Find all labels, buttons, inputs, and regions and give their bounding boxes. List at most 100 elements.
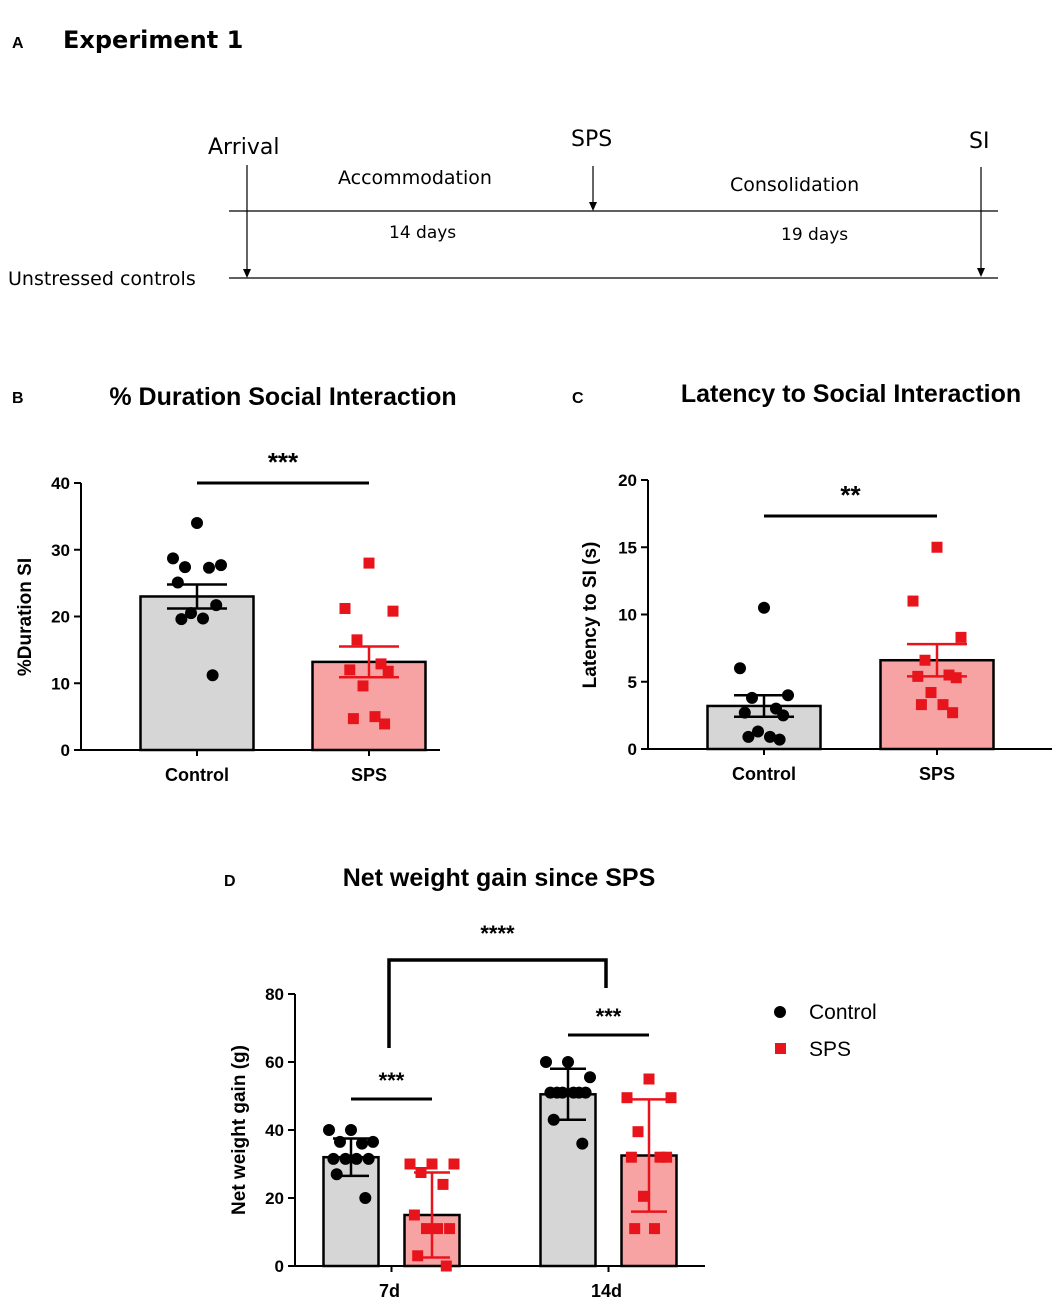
chart-d-control-point [556,1086,569,1099]
chart-d-ytick-label: 80 [265,985,284,1004]
chart-c-sps-point [937,699,949,711]
chart-d-sps-point [621,1092,633,1104]
chart-c-sps-point [943,669,955,681]
legend-control-label: Control [809,1001,877,1024]
chart-b-control-point [179,561,191,574]
chart-c-sps-point [907,595,919,607]
chart-c-control-point [758,601,770,614]
unstressed-controls-label: Unstressed controls [8,268,196,290]
chart-b-control-point [185,607,197,620]
chart-c-sps-point [915,699,927,711]
chart-c-title: Latency to Social Interaction [681,380,1021,408]
chart-d-legend: Control SPS [774,1001,877,1061]
days-19-label: 19 days [781,225,848,245]
chart-d-sps-point [412,1250,424,1262]
chart-d-sps-point [404,1158,416,1170]
chart-b-bar-control [139,595,255,752]
chart-c-control-point [777,709,790,722]
legend-control-marker [774,1006,786,1018]
arrival-arrow-head [243,269,251,278]
chart-d-control-point [350,1152,363,1165]
sps-arrow-head [589,202,597,211]
panel-d-letter: D [224,873,236,890]
sps-label: SPS [571,127,612,152]
chart-b-ytick-label: 0 [61,741,70,760]
chart-d-control-point [367,1135,379,1148]
chart-d-control-point [345,1124,357,1136]
panel-b-letter: B [12,390,24,407]
chart-d-control-point [359,1192,372,1204]
chart-b-control-point [206,669,219,682]
chart-c-sps-point [955,631,967,643]
chart-d-ytick-label: 40 [265,1121,284,1140]
days-14-label: 14 days [389,223,456,243]
chart-d-sps-point [638,1190,649,1202]
chart-c-sps-point [931,541,943,553]
chart-b-category-label: Control [165,765,229,785]
chart-d-control-point [362,1152,375,1165]
experiment-title: Experiment 1 [63,26,243,54]
panel-b: B % Duration Social Interaction %Duratio… [12,383,457,785]
chart-c-control-point [742,730,755,743]
chart-b-ytick-label: 30 [51,541,70,560]
chart-d-sps-point [654,1151,666,1163]
panel-d: D Net weight gain since SPS Net weight g… [224,864,877,1300]
chart-c-control-point [734,662,746,675]
chart-d-control-point [544,1086,557,1099]
chart-d-sps-point [444,1223,456,1235]
chart-d-sps-point [665,1092,677,1104]
chart-b-control-point [197,612,209,625]
chart-d-sps-point [629,1223,641,1235]
chart-d-sps-point [421,1223,432,1235]
chart-b-significance-stars: *** [268,447,299,477]
chart-b-control-point [215,559,227,572]
chart-b-sps-point [387,605,399,617]
chart-c-significance-stars: ** [840,480,861,510]
chart-d-sps-point [643,1073,655,1085]
chart-c-control-point [752,725,764,738]
chart-d-sps-point [426,1158,438,1170]
chart-c-category-label: SPS [919,764,955,784]
chart-b-control-point [203,561,215,574]
chart-d-sps-point [632,1126,644,1138]
chart-d-control-point [330,1168,343,1181]
chart-d-control-point [323,1124,335,1136]
chart-d-ytick-label: 20 [265,1189,284,1208]
chart-d-time-significance-stars: **** [480,921,515,946]
chart-b-sps-point [351,634,363,646]
chart-b-sps-point [363,557,375,569]
chart-d-sps-point [661,1151,673,1163]
chart-c-ytick-label: 5 [628,673,637,692]
chart-d-control-point [327,1152,340,1165]
chart-b-control-point [167,552,179,565]
panel-a-letter: A [12,35,24,52]
chart-d-control-point [576,1137,589,1150]
chart-b-sps-point [357,680,369,692]
chart-d-control-point [540,1056,552,1068]
chart-d-group-significance-stars: *** [596,1004,622,1029]
chart-b-title: % Duration Social Interaction [109,383,456,411]
chart-d-control-point [584,1071,596,1084]
chart-d-sps-point [625,1151,637,1163]
chart-c-sps-point [925,687,937,699]
chart-b-category-label: SPS [351,765,387,785]
chart-d-sps-point [432,1223,443,1235]
chart-c-control-point [764,730,776,743]
chart-d-sps-point [440,1260,452,1272]
chart-b-sps-point [347,713,359,725]
chart-c-ytick-label: 10 [618,606,637,625]
chart-d-sps-point [437,1178,449,1190]
chart-c-control-point [773,733,786,746]
chart-b-ytick-label: 40 [51,474,70,493]
legend-sps-label: SPS [809,1038,851,1061]
panel-c-letter: C [572,390,584,407]
chart-d-ytick-label: 60 [265,1053,284,1072]
chart-c-sps-point [919,654,931,666]
panel-c: C Latency to Social Interaction Latency … [572,380,1052,784]
chart-b-control-point [191,517,203,530]
chart-d-group-significance-stars: *** [379,1068,405,1093]
chart-b-sps-point [382,665,394,677]
chart-c-ytick-label: 20 [618,471,637,490]
chart-b-control-point [175,613,188,626]
